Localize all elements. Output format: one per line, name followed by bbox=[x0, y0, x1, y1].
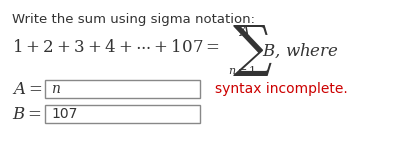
FancyBboxPatch shape bbox=[45, 105, 200, 123]
Text: $1 + 2 + 3 + 4 + \cdots + 107 = $: $1 + 2 + 3 + 4 + \cdots + 107 = $ bbox=[12, 40, 219, 56]
FancyBboxPatch shape bbox=[45, 80, 200, 98]
Text: $\sum$: $\sum$ bbox=[231, 24, 272, 79]
Text: syntax incomplete.: syntax incomplete. bbox=[215, 82, 347, 96]
Text: $n$: $n$ bbox=[51, 82, 61, 96]
Text: $A =$: $A =$ bbox=[12, 80, 43, 98]
Text: Write the sum using sigma notation:: Write the sum using sigma notation: bbox=[12, 13, 254, 26]
Text: $A$: $A$ bbox=[237, 24, 249, 39]
Text: $B =$: $B =$ bbox=[12, 105, 42, 123]
Text: 107: 107 bbox=[51, 107, 77, 121]
Text: $n=1$: $n=1$ bbox=[227, 64, 255, 76]
Text: $B$, where: $B$, where bbox=[261, 42, 338, 60]
